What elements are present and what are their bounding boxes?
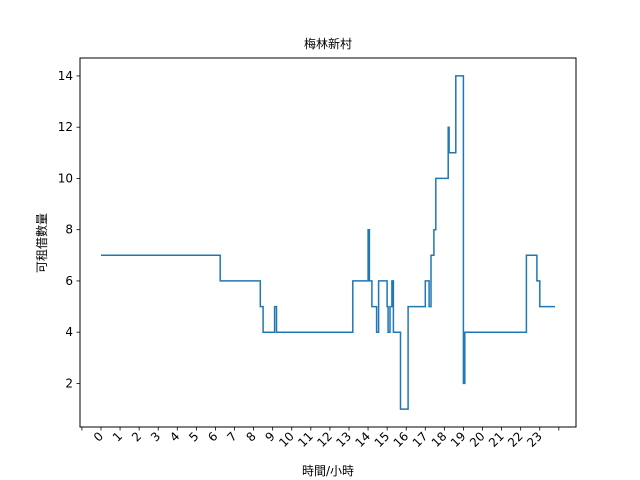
x-tick-label: 7 [224,429,239,444]
x-tick-label: 16 [391,429,412,450]
x-tick-label: 15 [372,429,393,450]
x-tick-label: 20 [467,429,488,450]
x-tick-label: 6 [205,429,220,444]
x-tick-label: 11 [295,429,316,450]
x-axis-title: 時間/小時 [302,464,354,478]
plot-layer [101,75,555,410]
x-tick-label: 18 [429,429,450,450]
x-tick-label: 8 [243,429,258,444]
y-tick-label: 12 [58,120,73,134]
y-tick-label: 14 [58,69,73,83]
y-tick-label: 8 [65,223,73,237]
y-tick-label: 6 [65,274,73,288]
y-axis-title: 可租借數量 [35,213,49,273]
x-tick-label: 14 [352,429,373,450]
x-tick-label: 23 [524,429,545,450]
y-tick-label: 4 [65,325,73,339]
x-tick-label: 17 [410,429,431,450]
y-tick-label: 2 [65,376,73,390]
plot-frame [79,57,577,428]
x-tick-label: 12 [314,429,335,450]
series-line-0 [101,75,555,410]
x-tick-label: 5 [186,429,201,444]
x-tick-label: 1 [110,429,125,444]
x-tick-label: 3 [148,429,163,444]
x-tick-label: 10 [276,429,297,450]
x-tick-label: 0 [91,429,106,444]
chart-title: 梅林新村 [304,36,352,51]
x-tick-label: 13 [333,429,354,450]
y-axis: 2 4 6 8 10 12 14 [58,69,80,390]
x-tick-label: 2 [129,429,144,444]
x-tick-label: 21 [486,429,507,450]
y-tick-label: 10 [58,171,73,185]
x-tick-label: 19 [448,429,469,450]
x-tick-label: 9 [262,429,277,444]
x-tick-label: 4 [167,429,182,444]
x-tick-label: 22 [505,429,526,450]
